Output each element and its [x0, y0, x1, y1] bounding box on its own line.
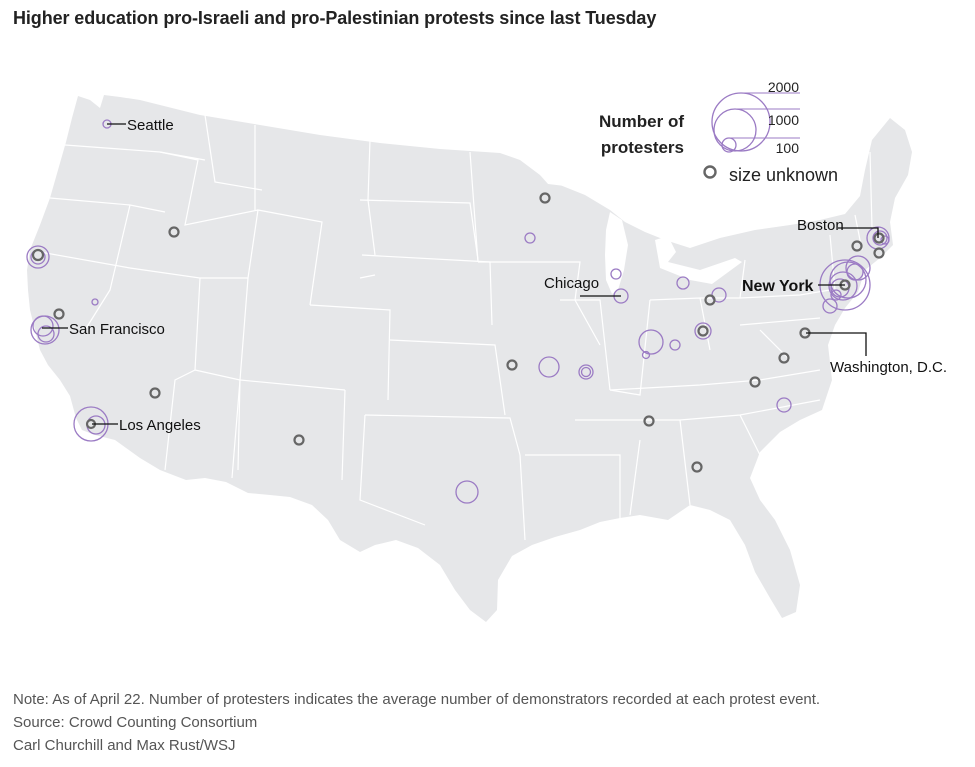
- protest-marker: [641, 350, 651, 360]
- protest-marker-unknown: [643, 415, 655, 427]
- protest-marker: [538, 356, 560, 378]
- protest-marker-unknown: [697, 325, 709, 337]
- protest-marker: [676, 276, 690, 290]
- legend-title-line2: protesters: [601, 138, 684, 157]
- protest-marker: [880, 235, 890, 245]
- legend-label-1000: 1000: [768, 112, 799, 128]
- city-label-san-francisco: San Francisco: [69, 321, 165, 338]
- protest-marker: [91, 298, 99, 306]
- city-label-los-angeles: Los Angeles: [119, 417, 201, 434]
- protest-marker: [694, 322, 712, 340]
- protest-marker: [776, 397, 792, 413]
- protest-marker: [669, 339, 681, 351]
- legend-unknown-label: size unknown: [729, 165, 838, 185]
- footer-note: Note: As of April 22. Number of proteste…: [13, 691, 821, 708]
- protest-marker-unknown: [851, 240, 863, 252]
- city-label-boston: Boston: [797, 217, 844, 234]
- city-label-new-york: New York: [742, 278, 814, 295]
- protest-marker: [524, 232, 536, 244]
- size-legend: 2000 1000 100 Number of protesters size …: [599, 79, 838, 185]
- protest-marker-unknown: [149, 387, 161, 399]
- lake-huron-erie: [655, 236, 742, 284]
- legend-label-2000: 2000: [768, 79, 799, 95]
- legend-label-100: 100: [776, 140, 800, 156]
- protest-marker: [830, 289, 842, 301]
- protest-marker: [638, 329, 664, 355]
- legend-circle-1000: [713, 108, 757, 152]
- state-borders: [39, 114, 873, 541]
- legend-unknown-marker: [703, 165, 717, 179]
- city-label-chicago: Chicago: [544, 275, 599, 292]
- protest-marker-unknown: [506, 359, 518, 371]
- chart-footer: Note: As of April 22. Number of proteste…: [13, 688, 820, 757]
- city-label-washington-dc: Washington, D.C.: [830, 359, 947, 376]
- protest-marker-unknown: [31, 248, 45, 262]
- protest-marker-unknown: [749, 376, 761, 388]
- footer-credit: Carl Churchill and Max Rust/WSJ: [13, 737, 236, 754]
- protest-marker-unknown: [873, 247, 885, 259]
- protest-marker: [578, 364, 594, 380]
- protest-marker: [37, 325, 55, 343]
- protest-marker: [26, 245, 50, 269]
- lake-superior: [540, 168, 612, 186]
- protest-marker-unknown: [691, 461, 703, 473]
- footer-source: Source: Crowd Counting Consortium: [13, 714, 258, 731]
- city-label-seattle: Seattle: [127, 117, 174, 134]
- protest-marker: [828, 271, 858, 301]
- protest-marker: [32, 315, 54, 337]
- protest-marker-unknown: [778, 352, 790, 364]
- city-leader-lines: [42, 123, 879, 425]
- legend-title-line1: Number of: [599, 112, 684, 131]
- protest-markers-known-size: [26, 119, 890, 504]
- us-landmass: [27, 95, 912, 622]
- protest-marker: [872, 230, 888, 246]
- legend-circle-2000: [711, 92, 771, 152]
- protest-marker: [455, 480, 479, 504]
- protest-marker: [580, 366, 592, 378]
- chart-title: Higher education pro-Israeli and pro-Pal…: [13, 8, 657, 28]
- protest-marker-unknown: [873, 232, 885, 244]
- protest-marker: [610, 268, 622, 280]
- protest-marker-unknown: [704, 294, 716, 306]
- protest-marker-unknown: [53, 308, 65, 320]
- us-protest-map: 2000 1000 100 Number of protesters size …: [26, 79, 947, 622]
- protest-marker-unknown: [293, 434, 305, 446]
- protest-marker: [822, 298, 838, 314]
- protest-marker-unknown: [168, 226, 180, 238]
- protest-marker-unknown: [539, 192, 551, 204]
